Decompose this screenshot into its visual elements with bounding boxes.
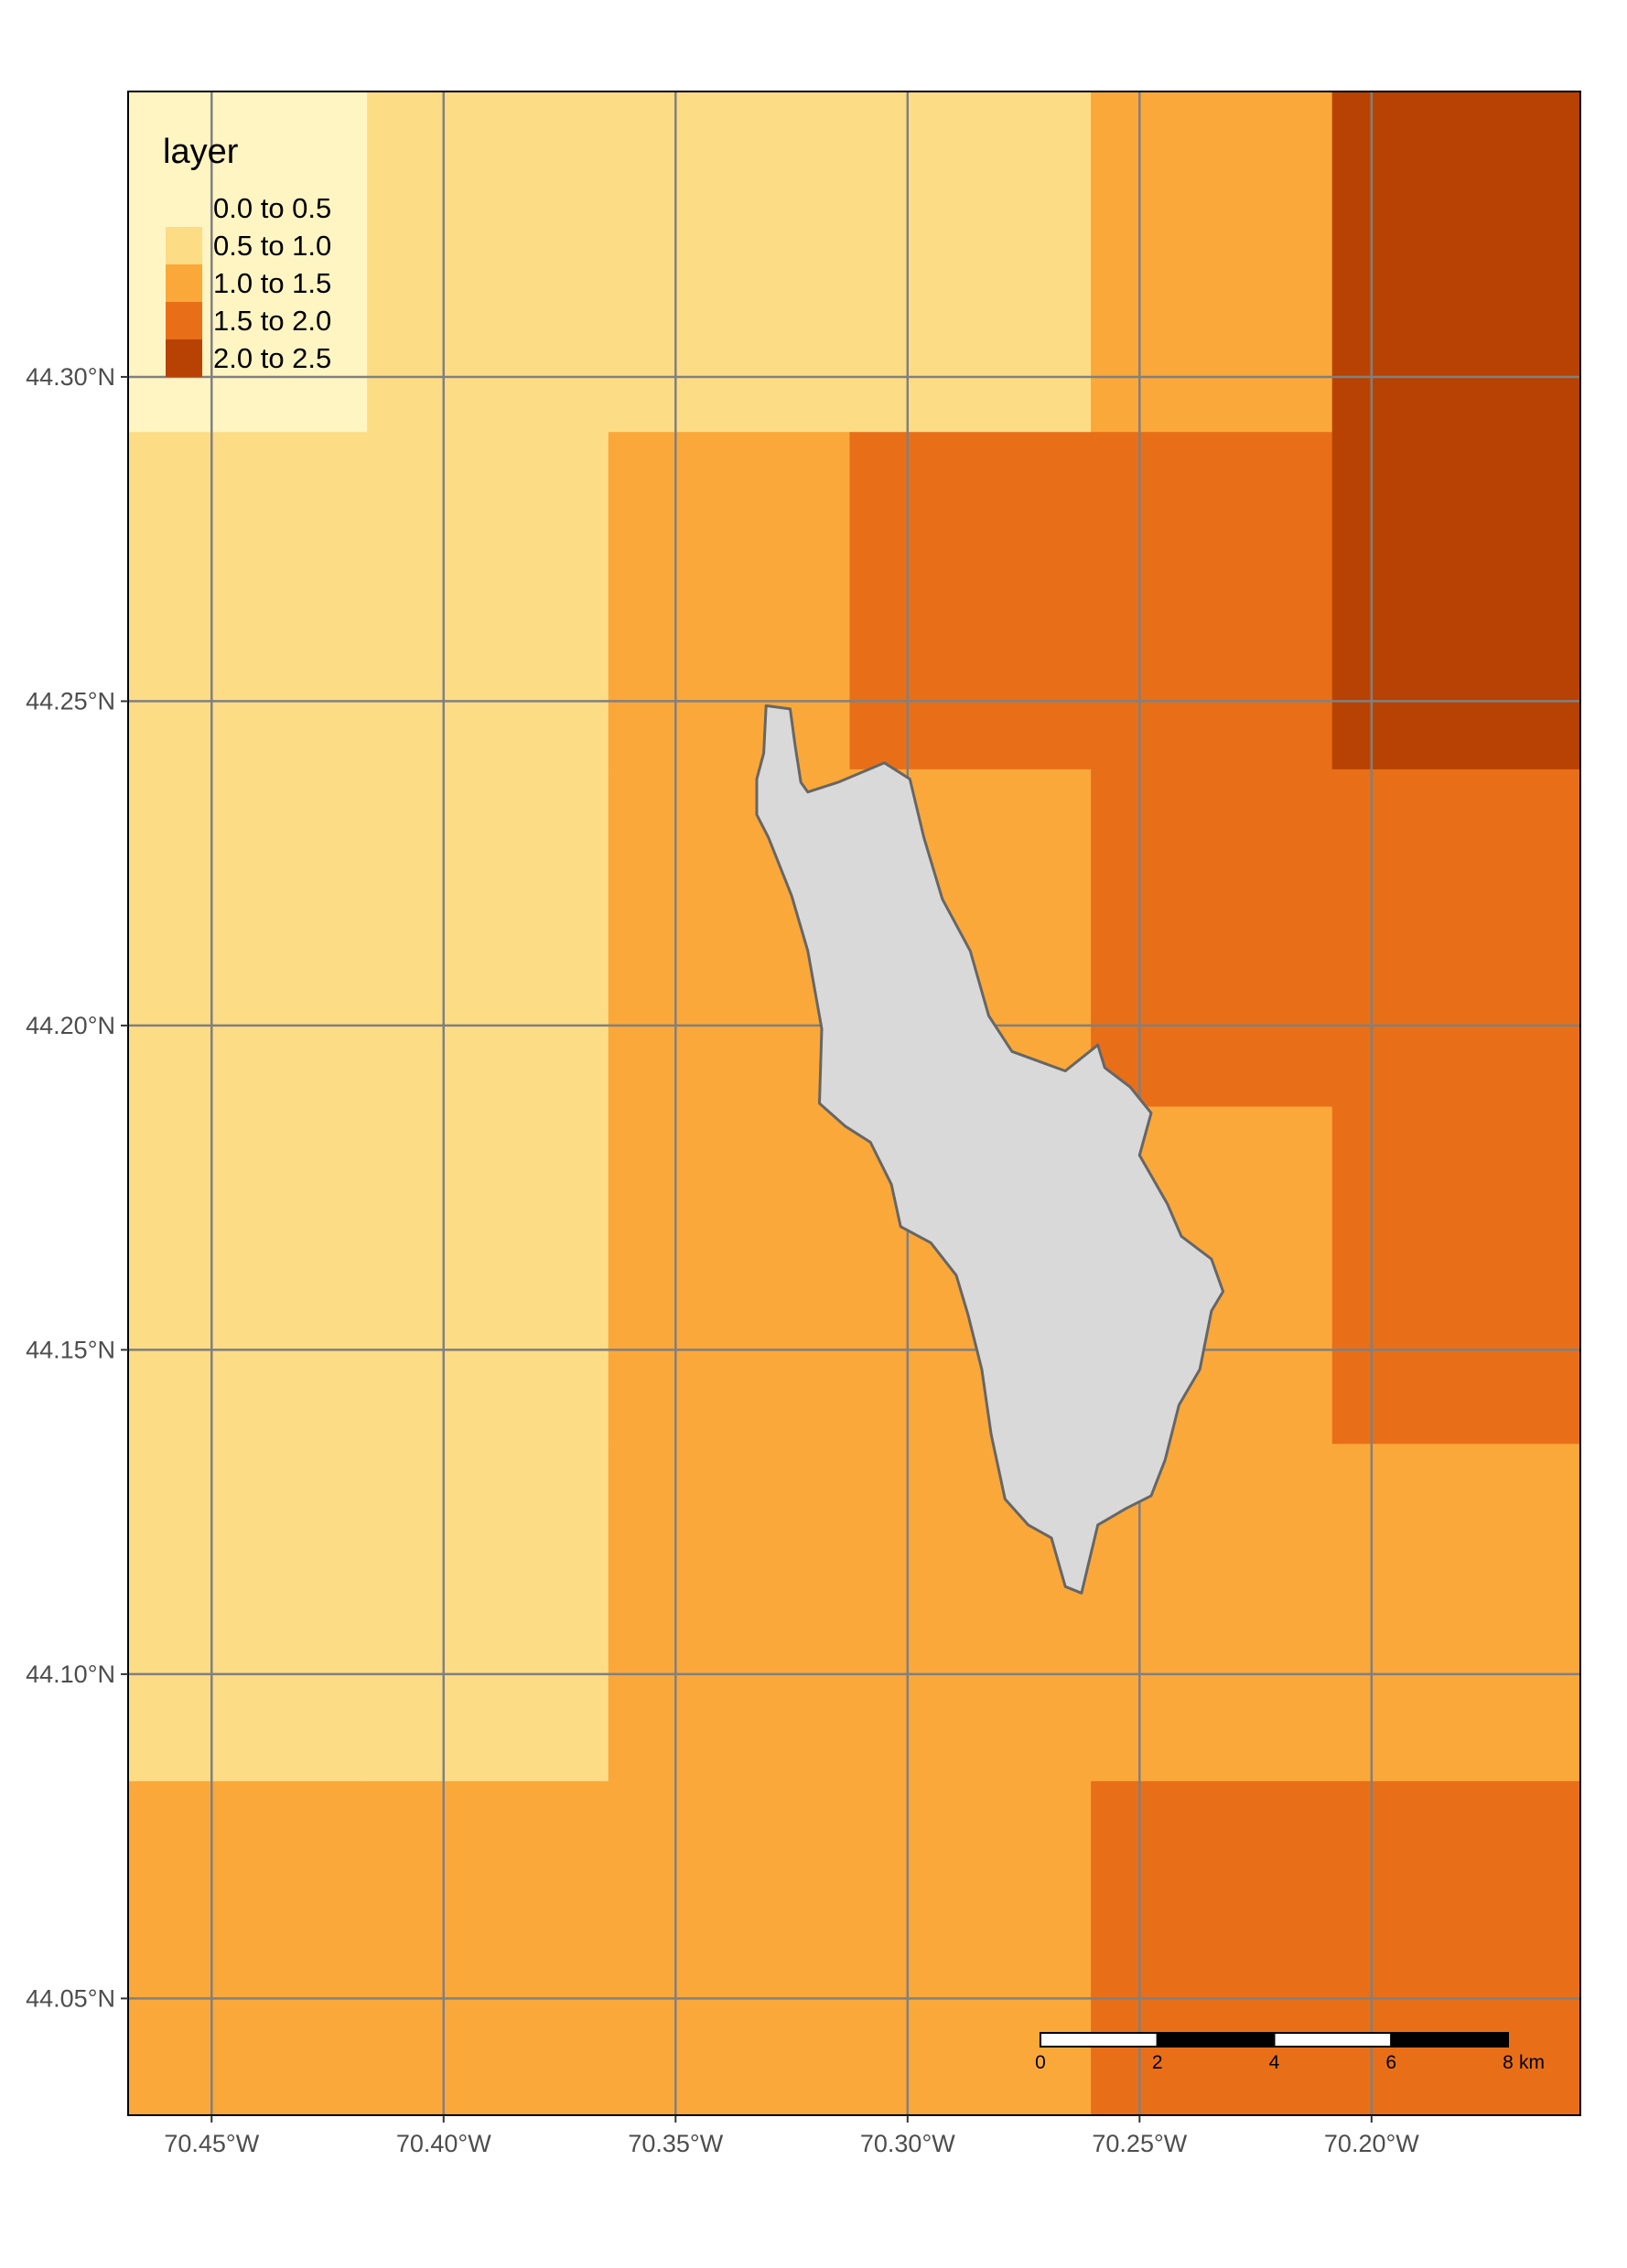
raster-cell xyxy=(608,1106,851,1445)
raster-cell xyxy=(367,1444,609,1782)
y-tick-label: 44.05°N xyxy=(26,1984,115,2012)
raster-cell xyxy=(1091,1780,1333,2115)
raster-cell xyxy=(1331,769,1580,1108)
watershed-boundary xyxy=(755,704,1225,1595)
raster-cell xyxy=(128,769,368,1108)
raster-cell xyxy=(1331,91,1580,433)
scale-bar-segment xyxy=(1040,2032,1158,2048)
raster-cell xyxy=(608,432,851,770)
raster-cell xyxy=(1331,1106,1580,1445)
axis-labels: 70.45°W 70.40°W 70.35°W 70.30°W 70.25°W 70.20… xyxy=(26,363,1419,2157)
legend-swatch xyxy=(166,189,202,227)
y-tick-label: 44.25°N xyxy=(26,687,115,715)
legend-label: 1.5 to 2.0 xyxy=(213,305,331,337)
raster-cell xyxy=(608,1444,851,1782)
x-tick-label: 70.20°W xyxy=(1324,2130,1419,2157)
raster-cell xyxy=(128,1780,368,2115)
raster-cell xyxy=(128,432,368,770)
scale-bar: 0 2 4 6 8 km xyxy=(1035,2032,1545,2073)
raster-cell xyxy=(367,432,609,770)
legend-label: 0.5 to 1.0 xyxy=(213,230,331,262)
legend: layer 0.0 to 0.5 0.5 to 1.0 1.0 to 1.5 1.5 t… xyxy=(163,133,331,377)
x-tick-label: 70.40°W xyxy=(396,2130,491,2157)
raster-cell xyxy=(1331,1444,1580,1782)
raster-cell xyxy=(849,91,1092,433)
x-tick-label: 70.45°W xyxy=(164,2130,259,2157)
graticule-lines xyxy=(128,91,1580,2115)
legend-label: 0.0 to 0.5 xyxy=(213,192,331,224)
raster-cell xyxy=(1331,1780,1580,2115)
scale-bar-label: 4 xyxy=(1269,2052,1280,2073)
scale-bar-label: 2 xyxy=(1152,2052,1163,2073)
raster-cell xyxy=(1091,91,1333,433)
scale-bar-label: 8 xyxy=(1503,2052,1514,2073)
raster-cell xyxy=(367,769,609,1108)
legend-swatch xyxy=(166,227,202,264)
raster-cell xyxy=(1091,432,1333,770)
raster-cell xyxy=(367,91,609,433)
raster-cell xyxy=(849,432,1092,770)
scale-bar-label: 6 xyxy=(1385,2052,1396,2073)
x-tick-label: 70.25°W xyxy=(1092,2130,1187,2157)
scale-bar-segment xyxy=(1390,2032,1509,2048)
legend-swatch xyxy=(166,339,202,377)
raster-cell xyxy=(1331,432,1580,770)
scale-bar-segment xyxy=(1273,2032,1393,2048)
raster-cell xyxy=(367,1106,609,1445)
y-tick-label: 44.20°N xyxy=(26,1012,115,1039)
raster-cell xyxy=(849,1780,1092,2115)
raster-cell xyxy=(128,1444,368,1782)
y-tick-label: 44.30°N xyxy=(26,363,115,391)
x-tick-label: 70.30°W xyxy=(860,2130,955,2157)
y-tick-label: 44.15°N xyxy=(26,1336,115,1363)
y-tick-label: 44.10°N xyxy=(26,1661,115,1688)
x-tick-label: 70.35°W xyxy=(628,2130,723,2157)
legend-label: 1.0 to 1.5 xyxy=(213,267,331,299)
legend-swatch xyxy=(166,264,202,302)
raster-cell xyxy=(608,91,851,433)
watershed-polygon xyxy=(755,704,1225,1595)
raster-cell xyxy=(1091,769,1333,1108)
scale-bar-unit: km xyxy=(1519,2052,1545,2073)
raster-cell xyxy=(128,1106,368,1445)
scale-bar-label: 0 xyxy=(1035,2052,1046,2073)
raster-grid xyxy=(128,91,1580,2115)
legend-title: layer xyxy=(163,133,239,171)
legend-label: 2.0 to 2.5 xyxy=(213,342,331,374)
raster-cell xyxy=(608,1780,851,2115)
panel-border xyxy=(127,91,1581,2116)
scale-bar-segment xyxy=(1156,2032,1276,2048)
raster-cell xyxy=(367,1780,609,2115)
legend-swatch xyxy=(166,302,202,339)
